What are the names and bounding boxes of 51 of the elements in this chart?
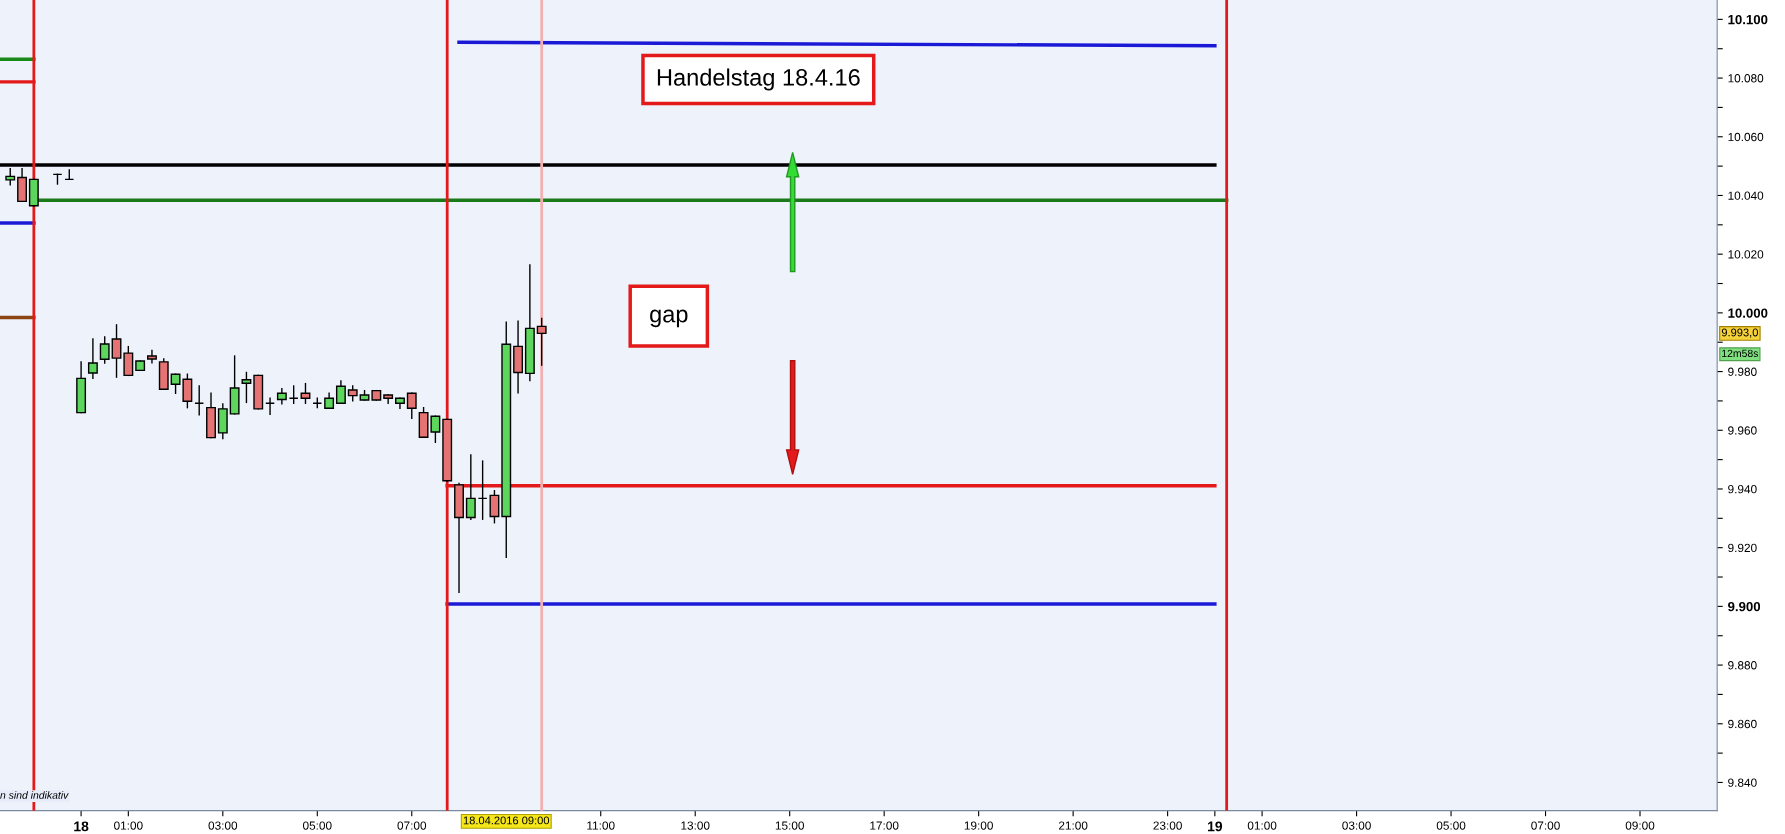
x-tick-label: 21:00 [1058, 821, 1088, 830]
x-tick-label: 03:00 [208, 821, 238, 830]
y-tick-label: 10.020 [1728, 250, 1764, 259]
x-tick-label: 13:00 [681, 821, 710, 830]
candlestick [87, 338, 98, 380]
candlestick [383, 394, 394, 404]
candlestick [99, 336, 110, 364]
y-tick-label: 9.980 [1728, 367, 1757, 376]
candlestick [536, 317, 547, 366]
x-tick-label: 03:00 [1342, 821, 1371, 830]
x-tick-label: 01:00 [1247, 821, 1277, 830]
x-tick-label: 07:00 [1531, 821, 1560, 830]
y-tick-label: 10.100 [1728, 14, 1768, 25]
annotation: n sind indikativ [0, 791, 69, 799]
candlestick [276, 387, 287, 405]
y-tick-label: 9.880 [1728, 661, 1757, 670]
x-tick-label: 19:00 [964, 821, 993, 830]
y-tick-label: 9.860 [1728, 719, 1757, 729]
x-tick-label: 17:00 [870, 821, 899, 830]
y-tick-label: 9.900 [1728, 601, 1761, 612]
y-tick-label: 10.040 [1728, 191, 1764, 200]
y-tick-label: 9.960 [1728, 426, 1757, 435]
y-tick-label: 9.920 [1728, 543, 1757, 553]
candlestick [489, 490, 500, 524]
candlestick [111, 324, 122, 378]
text: 9.993,0 [1721, 328, 1758, 338]
x-tick-label: 05:00 [302, 821, 332, 830]
y-tick-label: 10.000 [1728, 308, 1768, 318]
x-tick-label: 07:00 [397, 821, 427, 830]
y-tick-label: 10.080 [1728, 74, 1764, 83]
candlestick [123, 345, 134, 377]
y-tick-label: 9.840 [1728, 778, 1757, 787]
candlestick [406, 392, 417, 419]
x-tick-label: 15:00 [775, 821, 804, 830]
text: 12m58s [1722, 349, 1759, 358]
annotation: gap [650, 309, 688, 328]
annotation: Handelstag 18.4.16 [657, 68, 860, 91]
candlestick [465, 454, 476, 520]
x-tick-label: 05:00 [1436, 821, 1466, 830]
y-tick-label: 9.940 [1728, 485, 1757, 494]
candlestick [335, 380, 346, 404]
candlestick [147, 349, 157, 364]
text: 18.04.2016 09:00 [463, 816, 550, 825]
x-tick-label: 23:00 [1153, 821, 1182, 830]
x-tick-label: 18 [74, 821, 89, 832]
x-tick-label: 11:00 [587, 821, 615, 830]
candlestick [241, 371, 252, 404]
x-tick-label: 09:00 [1625, 821, 1655, 830]
x-tick-label: 01:00 [114, 821, 143, 830]
y-tick-label: 10.060 [1728, 132, 1764, 142]
x-tick-label: 19 [1208, 821, 1223, 832]
